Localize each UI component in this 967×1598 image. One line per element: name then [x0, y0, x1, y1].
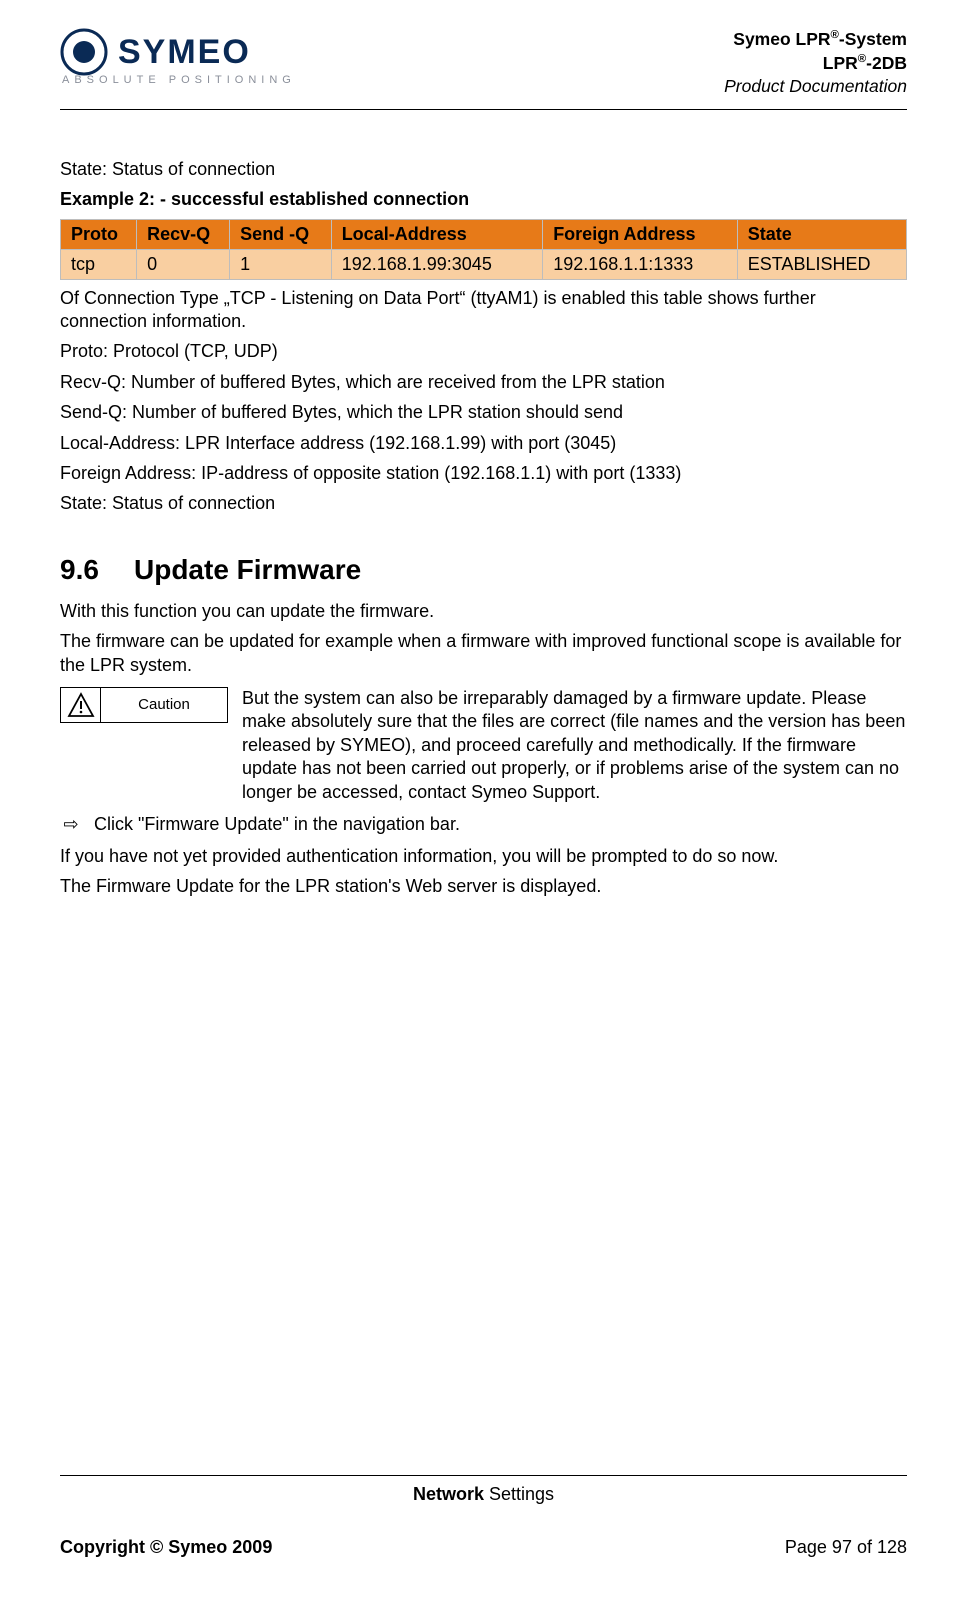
th-local: Local-Address: [331, 219, 543, 249]
td-sendq: 1: [230, 249, 332, 279]
fw-paragraph-4: The Firmware Update for the LPR station'…: [60, 875, 907, 898]
th-sendq: Send -Q: [230, 219, 332, 249]
def-sendq: Send-Q: Number of buffered Bytes, which …: [60, 401, 907, 424]
td-proto: tcp: [61, 249, 137, 279]
page-footer: Network Settings Copyright © Symeo 2009 …: [60, 1475, 907, 1558]
header-l2-post: -2DB: [866, 53, 907, 73]
section-number: 9.6: [60, 554, 134, 586]
def-local: Local-Address: LPR Interface address (19…: [60, 432, 907, 455]
connection-table: Proto Recv-Q Send -Q Local-Address Forei…: [60, 219, 907, 280]
document-page: SYMEO ABSOLUTE POSITIONING Symeo LPR®-Sy…: [0, 0, 967, 1598]
header-l1-sup: ®: [831, 29, 839, 41]
th-foreign: Foreign Address: [543, 219, 738, 249]
copyright: Copyright © Symeo 2009: [60, 1537, 272, 1558]
fw-paragraph-1: With this function you can update the fi…: [60, 600, 907, 623]
page-content: State: Status of connection Example 2: -…: [60, 158, 907, 899]
th-proto: Proto: [61, 219, 137, 249]
def-state: State: Status of connection: [60, 492, 907, 515]
arrow-icon: ⇨: [60, 814, 82, 835]
def-recvq: Recv-Q: Number of buffered Bytes, which …: [60, 371, 907, 394]
logo-wordmark: SYMEO: [118, 33, 251, 72]
td-state: ESTABLISHED: [737, 249, 906, 279]
footer-section-rest: Settings: [484, 1484, 554, 1504]
table-header-row: Proto Recv-Q Send -Q Local-Address Forei…: [61, 219, 907, 249]
def-proto: Proto: Protocol (TCP, UDP): [60, 340, 907, 363]
header-line-3: Product Documentation: [724, 75, 907, 99]
header-line-1: Symeo LPR®-System: [724, 28, 907, 52]
section-heading: 9.6Update Firmware: [60, 554, 907, 586]
header-title-block: Symeo LPR®-System LPR®-2DB Product Docum…: [724, 28, 907, 99]
table-row: tcp 0 1 192.168.1.99:3045 192.168.1.1:13…: [61, 249, 907, 279]
td-local: 192.168.1.99:3045: [331, 249, 543, 279]
after-table-paragraph: Of Connection Type „TCP - Listening on D…: [60, 287, 907, 334]
caution-box: Caution: [60, 687, 228, 723]
footer-divider: [60, 1475, 907, 1476]
def-foreign: Foreign Address: IP-address of opposite …: [60, 462, 907, 485]
logo-block: SYMEO ABSOLUTE POSITIONING: [60, 28, 296, 86]
td-recvq: 0: [137, 249, 230, 279]
caution-label: Caution: [101, 696, 227, 713]
page-header: SYMEO ABSOLUTE POSITIONING Symeo LPR®-Sy…: [60, 28, 907, 99]
th-recvq: Recv-Q: [137, 219, 230, 249]
th-state: State: [737, 219, 906, 249]
fw-paragraph-2: The firmware can be updated for example …: [60, 630, 907, 677]
header-divider: [60, 109, 907, 110]
header-line-2: LPR®-2DB: [724, 52, 907, 76]
footer-section-bold: Network: [413, 1484, 484, 1504]
header-l2-pre: LPR: [823, 53, 858, 73]
footer-bottom-row: Copyright © Symeo 2009 Page 97 of 128: [60, 1515, 907, 1558]
header-l1-pre: Symeo LPR: [733, 29, 830, 49]
header-l1-post: -System: [839, 29, 907, 49]
section-title: Update Firmware: [134, 554, 361, 585]
caution-row: Caution But the system can also be irrep…: [60, 687, 907, 804]
fw-paragraph-3: If you have not yet provided authenticat…: [60, 845, 907, 868]
instruction-row: ⇨ Click "Firmware Update" in the navigat…: [60, 814, 907, 835]
state-line-top: State: Status of connection: [60, 158, 907, 181]
logo-icon: [60, 28, 108, 76]
caution-text: But the system can also be irreparably d…: [242, 687, 907, 804]
header-l2-sup: ®: [858, 53, 866, 65]
instruction-text: Click "Firmware Update" in the navigatio…: [94, 814, 460, 835]
logo-top-row: SYMEO: [60, 28, 296, 76]
td-foreign: 192.168.1.1:1333: [543, 249, 738, 279]
example-title: Example 2: - successful established conn…: [60, 188, 907, 211]
page-number: Page 97 of 128: [785, 1537, 907, 1558]
footer-section-label: Network Settings: [60, 1484, 907, 1505]
caution-icon: [61, 688, 101, 722]
